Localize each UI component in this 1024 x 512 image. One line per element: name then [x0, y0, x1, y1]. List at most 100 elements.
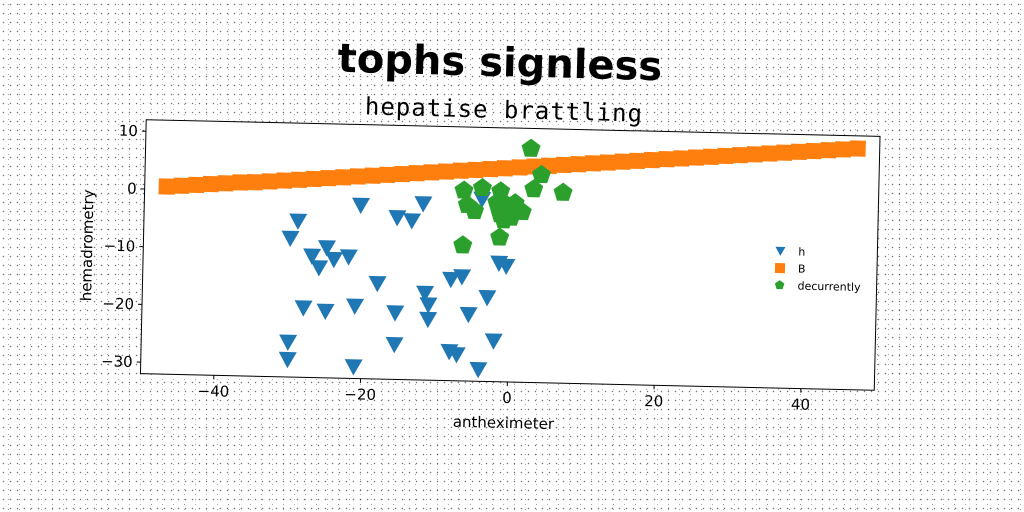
legend-marker — [775, 246, 786, 256]
x-tick-label: 40 — [791, 395, 810, 413]
data-point — [478, 289, 497, 307]
data-point — [423, 164, 440, 181]
data-point — [555, 156, 572, 174]
data-point — [325, 251, 344, 269]
data-point — [318, 240, 337, 257]
legend-marker — [774, 263, 786, 274]
data-point — [202, 175, 219, 193]
data-point — [531, 164, 551, 184]
data-point — [388, 209, 407, 227]
data-point — [279, 334, 298, 351]
data-point — [408, 165, 425, 182]
data-point — [419, 297, 438, 314]
y-tick-label: −10 — [103, 237, 135, 256]
data-point — [310, 260, 329, 277]
x-tick-label: 20 — [644, 392, 663, 410]
data-point — [158, 178, 175, 195]
data-point — [261, 173, 278, 190]
data-point — [379, 166, 396, 184]
legend-marker — [774, 280, 785, 290]
data-point — [490, 227, 510, 246]
data-point — [281, 230, 300, 248]
data-point — [459, 306, 478, 324]
data-point — [511, 159, 528, 176]
data-point — [173, 177, 190, 194]
data-point — [232, 174, 249, 191]
data-point — [334, 169, 352, 186]
data-point — [344, 359, 363, 376]
y-tick-label: 0 — [127, 180, 137, 198]
data-point — [294, 300, 313, 317]
data-point — [437, 163, 455, 180]
data-point — [320, 169, 337, 187]
data-point — [731, 146, 749, 164]
data-point — [570, 155, 587, 173]
data-point — [614, 153, 631, 170]
series-marks — [158, 138, 866, 379]
x-tick-label: 0 — [502, 389, 512, 407]
data-point — [447, 346, 466, 364]
chart-subtitle: hepatise brattling — [365, 92, 644, 127]
data-point — [393, 165, 411, 183]
data-point — [386, 305, 405, 322]
data-point — [419, 311, 438, 329]
data-point — [469, 361, 488, 379]
data-point — [454, 180, 474, 199]
data-point — [834, 141, 852, 158]
x-tick-label: −20 — [344, 385, 376, 404]
data-point — [364, 167, 381, 184]
data-point — [339, 249, 358, 266]
data-point — [465, 200, 485, 220]
data-point — [481, 160, 499, 178]
data-point — [820, 142, 837, 159]
y-tick-label: −20 — [102, 294, 134, 313]
legend-label: h — [798, 246, 805, 259]
data-point — [524, 179, 544, 198]
data-point — [521, 138, 541, 157]
data-point — [673, 150, 690, 167]
data-point — [246, 174, 264, 191]
data-point — [553, 182, 573, 201]
data-point — [290, 171, 308, 188]
data-point — [599, 154, 616, 171]
data-point — [643, 151, 661, 169]
data-point — [368, 275, 387, 293]
y-tick-label: −30 — [101, 352, 133, 371]
data-point — [494, 210, 514, 229]
legend-label: B — [798, 263, 806, 276]
data-point — [658, 151, 675, 168]
data-point — [452, 162, 469, 179]
data-point — [628, 152, 646, 170]
data-point — [805, 142, 822, 160]
legend-label: decurrently — [797, 280, 861, 294]
data-point — [453, 235, 473, 254]
data-point — [352, 197, 371, 214]
data-point — [687, 149, 705, 166]
data-point — [346, 298, 365, 315]
chart-title: tophs signless — [337, 36, 663, 90]
x-axis-label: antheximeter — [453, 413, 555, 433]
data-point — [467, 161, 484, 179]
data-point — [385, 336, 404, 354]
data-point — [442, 271, 461, 289]
data-point — [849, 140, 866, 157]
y-tick-label: 10 — [119, 122, 138, 140]
data-point — [289, 213, 308, 230]
data-point — [276, 172, 293, 189]
data-point — [414, 196, 433, 213]
data-point — [496, 160, 514, 177]
y-axis-label: hemadrometry — [77, 189, 98, 301]
data-point — [497, 258, 516, 276]
data-point — [776, 144, 793, 161]
data-point — [472, 177, 492, 197]
data-point — [416, 285, 435, 303]
x-tick-label: −40 — [197, 382, 229, 401]
data-point — [790, 143, 808, 161]
data-point — [717, 147, 734, 165]
data-point — [702, 148, 719, 165]
data-point — [349, 168, 367, 185]
data-point — [278, 351, 297, 369]
axis-ticks: −40 −20 0 20 40 10 0 −10 −20 −30 — [101, 122, 810, 414]
